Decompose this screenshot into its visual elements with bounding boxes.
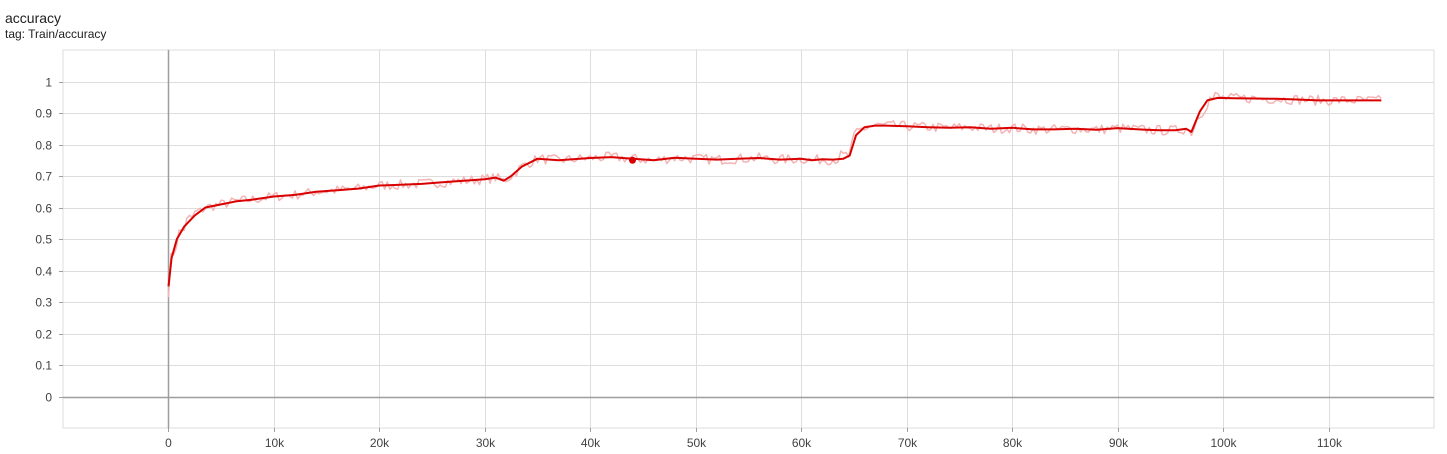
x-tick-label: 20k — [370, 436, 390, 450]
chart-tag-label: tag: Train/accuracy — [5, 27, 107, 41]
x-tick-label: 10k — [265, 436, 285, 450]
hover-point[interactable] — [628, 156, 636, 164]
y-tick-label: 0.8 — [35, 139, 52, 153]
smoothed-series — [167, 96, 1382, 287]
y-tick-label: 0.5 — [35, 233, 52, 247]
raw-accuracy-line — [167, 91, 1382, 298]
y-tick-label: 0.1 — [35, 359, 52, 373]
x-tick-label: 30k — [476, 436, 496, 450]
tick-labels: 0 0.1 0.2 0.3 0.4 0.5 0.6 0.7 0.8 0.9 1 0 10k 20k 30k 4… — [35, 76, 1343, 451]
axes — [59, 50, 1434, 432]
smoothed-accuracy-line[interactable] — [167, 96, 1382, 287]
y-tick-label: 0.3 — [35, 296, 52, 310]
y-tick-label: 1 — [45, 76, 52, 90]
x-tick-label: 50k — [687, 436, 707, 450]
y-tick-label: 0.6 — [35, 202, 52, 216]
y-tick-label: 0.4 — [35, 265, 52, 279]
x-tick-label: 70k — [898, 436, 918, 450]
x-tick-label: 100k — [1210, 436, 1237, 450]
chart-title: accuracy — [5, 10, 62, 26]
x-tick-label: 110k — [1317, 436, 1343, 450]
y-tick-label: 0.9 — [35, 107, 52, 121]
x-tick-label: 0 — [165, 436, 172, 450]
raw-series — [167, 91, 1382, 298]
x-tick-label: 90k — [1109, 436, 1129, 450]
x-tick-label: 80k — [1003, 436, 1023, 450]
x-tick-label: 60k — [792, 436, 812, 450]
y-tick-label: 0.7 — [35, 170, 52, 184]
y-tick-label: 0 — [45, 391, 52, 405]
y-tick-label: 0.2 — [35, 328, 52, 342]
grid-lines — [62, 49, 1435, 429]
x-tick-label: 40k — [581, 436, 601, 450]
